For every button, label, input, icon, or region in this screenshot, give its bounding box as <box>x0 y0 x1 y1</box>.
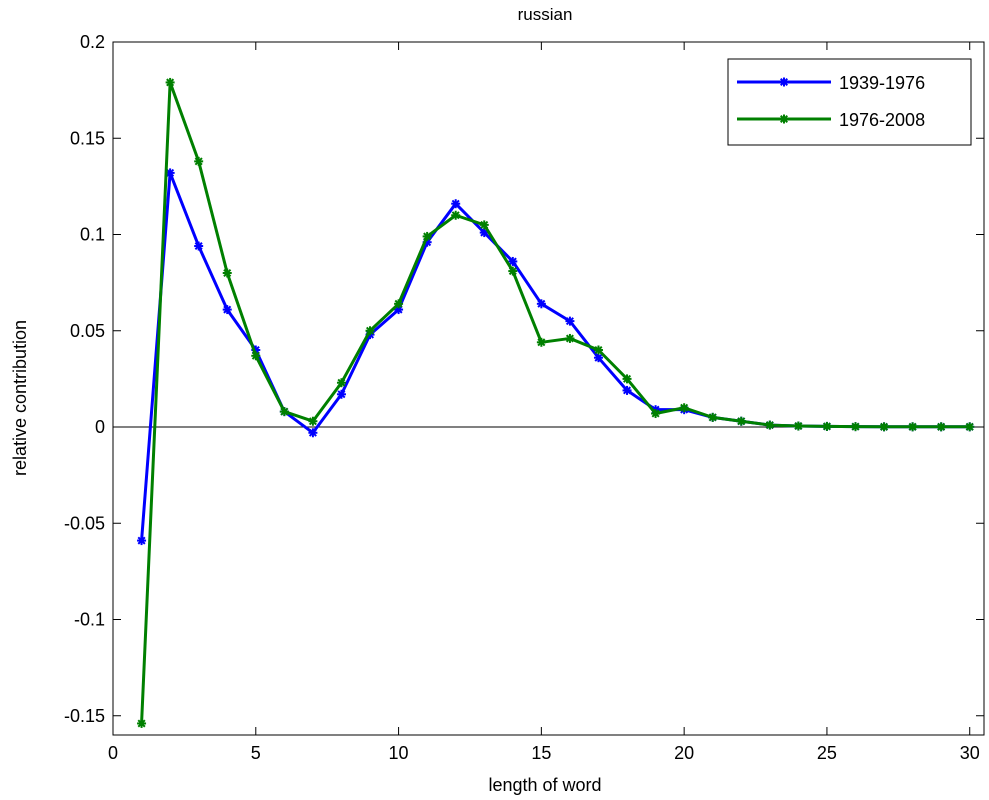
x-tick-label: 30 <box>960 743 980 763</box>
data-point-1976-2008-17 <box>593 345 603 355</box>
data-point-1976-2008-15 <box>536 337 546 347</box>
series-layer <box>137 77 975 728</box>
y-axis: -0.15 -0.1 -0.05 0 0.05 0.1 0.15 0.2 <box>64 32 984 726</box>
data-point-1976-2008-14 <box>508 266 518 276</box>
data-point-1976-2008-1 <box>137 718 147 728</box>
data-point-1976-2008-26 <box>850 422 860 432</box>
data-point-1976-2008-23 <box>765 420 775 430</box>
y-axis-title: relative contribution <box>10 320 30 476</box>
data-point-1976-2008-24 <box>793 421 803 431</box>
data-point-1976-2008-6 <box>279 407 289 417</box>
data-point-1939-1976-15 <box>536 299 546 309</box>
x-tick-label: 10 <box>389 743 409 763</box>
legend-label-1939-1976: 1939-1976 <box>839 73 925 93</box>
y-tick-label: -0.15 <box>64 706 105 726</box>
data-point-1976-2008-28 <box>908 422 918 432</box>
legend-markers <box>779 77 789 124</box>
data-point-1976-2008-8 <box>336 378 346 388</box>
legend-marker-1939-1976 <box>779 77 789 87</box>
data-point-1976-2008-30 <box>965 422 975 432</box>
data-point-1976-2008-4 <box>222 268 232 278</box>
legend-label-1976-2008: 1976-2008 <box>839 110 925 130</box>
y-tick-label: 0.1 <box>80 225 105 245</box>
data-point-1976-2008-2 <box>165 77 175 87</box>
x-tick-label: 20 <box>674 743 694 763</box>
data-point-1939-1976-8 <box>336 389 346 399</box>
x-tick-label: 15 <box>531 743 551 763</box>
data-point-1976-2008-13 <box>479 220 489 230</box>
legend-marker-1976-2008 <box>779 114 789 124</box>
x-axis: 0 5 10 15 20 25 30 <box>108 42 980 763</box>
data-point-1939-1976-12 <box>451 199 461 209</box>
data-point-1976-2008-27 <box>879 422 889 432</box>
data-point-1976-2008-20 <box>679 403 689 413</box>
x-tick-label: 0 <box>108 743 118 763</box>
data-point-1976-2008-3 <box>194 156 204 166</box>
data-point-1976-2008-18 <box>622 374 632 384</box>
series-line-1976-2008 <box>140 80 970 724</box>
chart-title: russian <box>518 5 573 24</box>
data-point-1976-2008-25 <box>822 421 832 431</box>
data-point-1976-2008-22 <box>736 416 746 426</box>
data-point-1976-2008-12 <box>451 210 461 220</box>
x-tick-label: 5 <box>251 743 261 763</box>
data-point-1939-1976-16 <box>565 316 575 326</box>
data-point-1939-1976-17 <box>593 353 603 363</box>
data-point-1976-2008-5 <box>251 351 261 361</box>
y-tick-label: -0.1 <box>74 610 105 630</box>
y-tick-label: 0 <box>95 417 105 437</box>
data-point-1939-1976-3 <box>194 241 204 251</box>
y-tick-label: 0.05 <box>70 321 105 341</box>
legend-box <box>727 58 972 146</box>
y-tick-label: -0.05 <box>64 513 105 533</box>
plot-frame <box>112 41 985 736</box>
data-point-1939-1976-14 <box>508 256 518 266</box>
plot-area <box>113 42 984 735</box>
data-point-1976-2008-29 <box>936 422 946 432</box>
data-point-1976-2008-10 <box>394 299 404 309</box>
y-tick-label: 0.15 <box>70 128 105 148</box>
data-point-1939-1976-18 <box>622 385 632 395</box>
data-point-1976-2008-21 <box>708 412 718 422</box>
series-1976-2008 <box>137 77 975 728</box>
data-point-1939-1976-4 <box>222 305 232 315</box>
legend: 1939-1976 1976-2008 <box>727 58 972 146</box>
y-tick-label: 0.2 <box>80 32 105 52</box>
data-point-1976-2008-9 <box>365 326 375 336</box>
data-point-1976-2008-11 <box>422 231 432 241</box>
data-point-1976-2008-16 <box>565 333 575 343</box>
data-point-1976-2008-19 <box>651 409 661 419</box>
x-axis-title: length of word <box>488 775 601 795</box>
data-point-1939-1976-2 <box>165 168 175 178</box>
data-point-1939-1976-1 <box>137 536 147 546</box>
data-point-1976-2008-7 <box>308 416 318 426</box>
data-point-1939-1976-7 <box>308 428 318 438</box>
x-tick-label: 25 <box>817 743 837 763</box>
